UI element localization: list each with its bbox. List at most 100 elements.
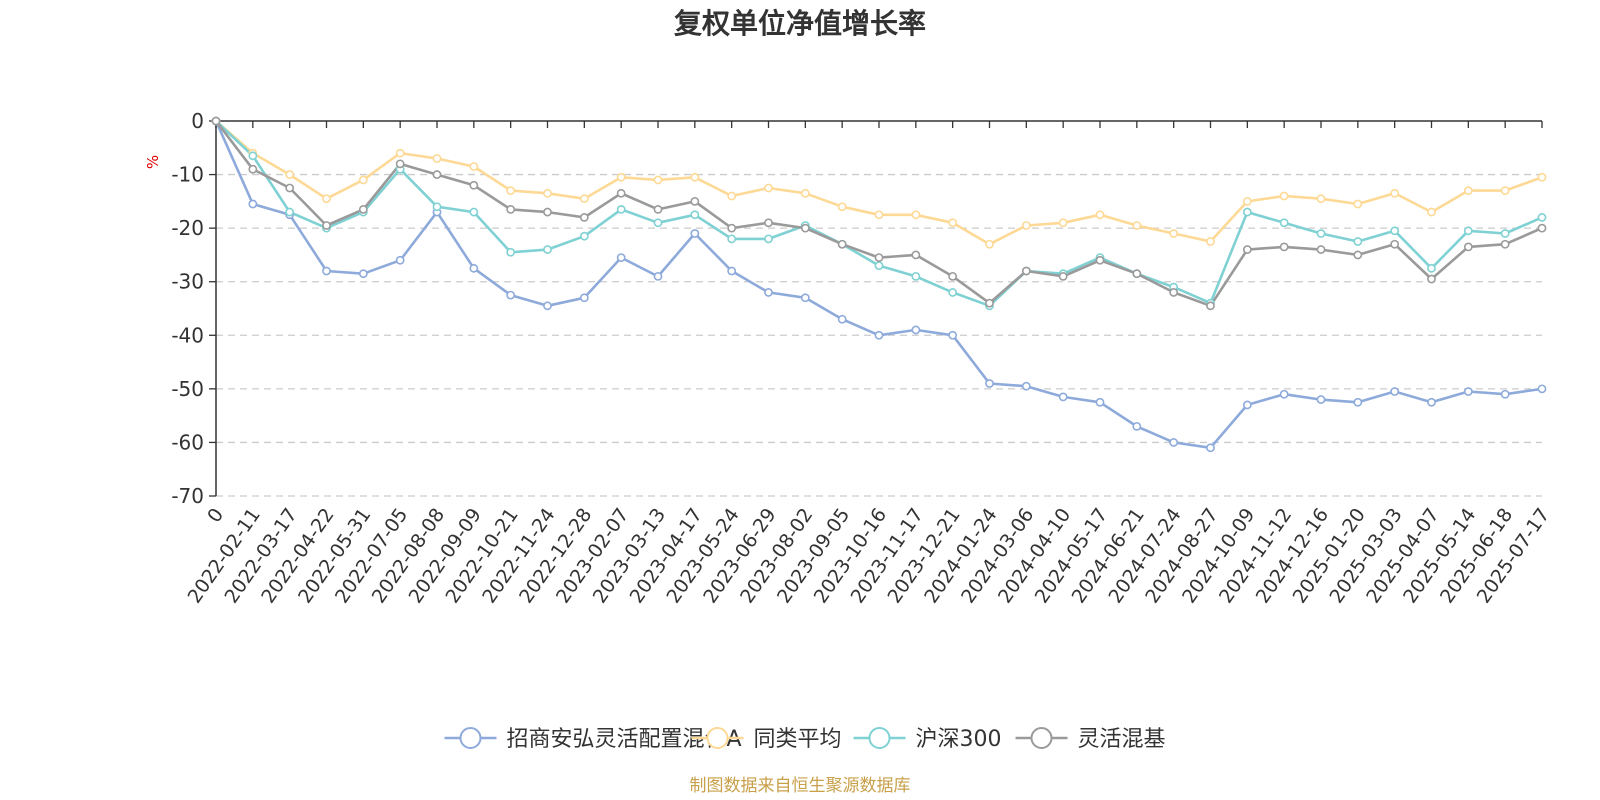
series-1-point — [543, 188, 552, 198]
series-2-point — [1537, 213, 1547, 222]
series-3-point — [1279, 242, 1289, 252]
series-3-point — [322, 221, 331, 230]
series-2-point — [1353, 237, 1363, 246]
series-1-point — [837, 202, 847, 212]
series-3-point — [911, 250, 921, 260]
y-tick-label: -60 — [171, 430, 204, 454]
series-3-point — [653, 204, 663, 214]
series-1-point — [727, 191, 737, 201]
series-3-point — [285, 183, 295, 193]
series-0-point — [358, 269, 368, 279]
legend-item-3[interactable]: 灵活混基 — [1015, 727, 1166, 752]
series-0-point — [1537, 384, 1547, 394]
series-3-point — [690, 196, 700, 206]
series-2-point — [911, 271, 921, 281]
series-0-point — [985, 379, 994, 388]
legend-marker — [868, 727, 891, 749]
series-0-point — [248, 199, 258, 209]
y-axis-unit: % — [144, 155, 162, 169]
series-1-point — [911, 210, 921, 220]
series-0-point — [1279, 389, 1289, 399]
series-3-point — [727, 223, 737, 233]
y-tick-label: -50 — [171, 377, 204, 401]
series-2-point — [506, 247, 516, 257]
series-0-point — [1500, 389, 1510, 399]
series-1-point — [1279, 191, 1289, 201]
series-0-point — [948, 330, 958, 340]
series-3-point — [985, 298, 994, 308]
series-3-point — [1316, 245, 1326, 254]
legend-item-0[interactable]: 招商安弘灵活配置混合A — [444, 727, 742, 752]
series-1-point — [1316, 194, 1326, 204]
series-2-point — [1427, 263, 1436, 273]
series-0-point — [1206, 443, 1215, 453]
series-2-point — [874, 261, 884, 271]
series-3-point — [800, 223, 810, 233]
series-0-point — [690, 229, 700, 238]
series-2-point — [579, 231, 589, 241]
series-0-point — [506, 290, 516, 300]
series-0-point — [395, 255, 405, 265]
series-3-point — [874, 253, 884, 263]
series-3-point — [1058, 271, 1068, 281]
series-3-point — [616, 188, 626, 198]
series-0-point — [1169, 438, 1179, 447]
series-3-point — [1353, 250, 1363, 260]
series-1-point — [1390, 188, 1400, 198]
series-group — [211, 116, 1547, 453]
series-1-point — [285, 170, 295, 179]
legend-item-2[interactable]: 沪深300 — [853, 727, 1002, 752]
series-0-point — [322, 266, 331, 276]
series-2-point — [1316, 229, 1326, 238]
series-3-point — [432, 170, 442, 179]
series-2-point — [727, 234, 737, 244]
series-1-point — [579, 194, 589, 204]
series-3-point — [1242, 245, 1252, 254]
series-3-point — [948, 271, 958, 281]
series-0-point — [1316, 395, 1326, 404]
series-line-0 — [214, 120, 1543, 450]
series-3-point — [1463, 242, 1473, 252]
legend-label: 招商安弘灵活配置混合A — [507, 727, 742, 752]
series-0-point — [1242, 400, 1252, 410]
legend[interactable]: 招商安弘灵活配置混合A 同类平均 沪深300 灵活混基 — [444, 727, 1166, 752]
legend-item-1[interactable]: 同类平均 — [691, 727, 842, 752]
series-2-point — [616, 204, 626, 214]
series-1-point — [1427, 207, 1436, 217]
series-1-point — [616, 172, 626, 182]
series-1-point — [395, 148, 405, 158]
series-3-point — [211, 116, 221, 126]
series-3-point — [1390, 239, 1400, 249]
legend-label: 同类平均 — [754, 727, 842, 752]
series-2-point — [1279, 218, 1289, 228]
legend-label: 沪深300 — [916, 727, 1002, 752]
series-0-point — [1390, 387, 1400, 396]
series-3-point — [506, 204, 516, 214]
series-3-point — [469, 180, 479, 190]
series-3-point — [1537, 223, 1547, 233]
series-0-point — [1463, 387, 1473, 396]
y-tick-label: -30 — [171, 270, 204, 294]
series-3-point — [579, 213, 589, 222]
series-1-point — [1500, 186, 1510, 196]
y-tick-label: -10 — [171, 163, 204, 187]
series-3-point — [1095, 255, 1105, 265]
series-0-point — [1353, 397, 1363, 407]
series-1-point — [690, 172, 700, 182]
series-2-point — [469, 207, 479, 217]
legend-marker — [1030, 727, 1053, 749]
series-3-point — [837, 239, 847, 249]
series-3-point — [764, 218, 773, 228]
y-tick-label: -20 — [171, 216, 204, 240]
series-1-point — [1058, 218, 1068, 228]
series-0-point — [1058, 392, 1068, 402]
legend-marker — [459, 727, 482, 749]
series-1-point — [764, 183, 773, 193]
series-2-point — [285, 207, 295, 217]
x-tick-label: 0 — [203, 504, 228, 527]
series-1-point — [1353, 199, 1363, 209]
series-2-point — [1242, 207, 1252, 217]
y-tick-label: -40 — [171, 323, 204, 347]
series-3-point — [1169, 288, 1179, 297]
